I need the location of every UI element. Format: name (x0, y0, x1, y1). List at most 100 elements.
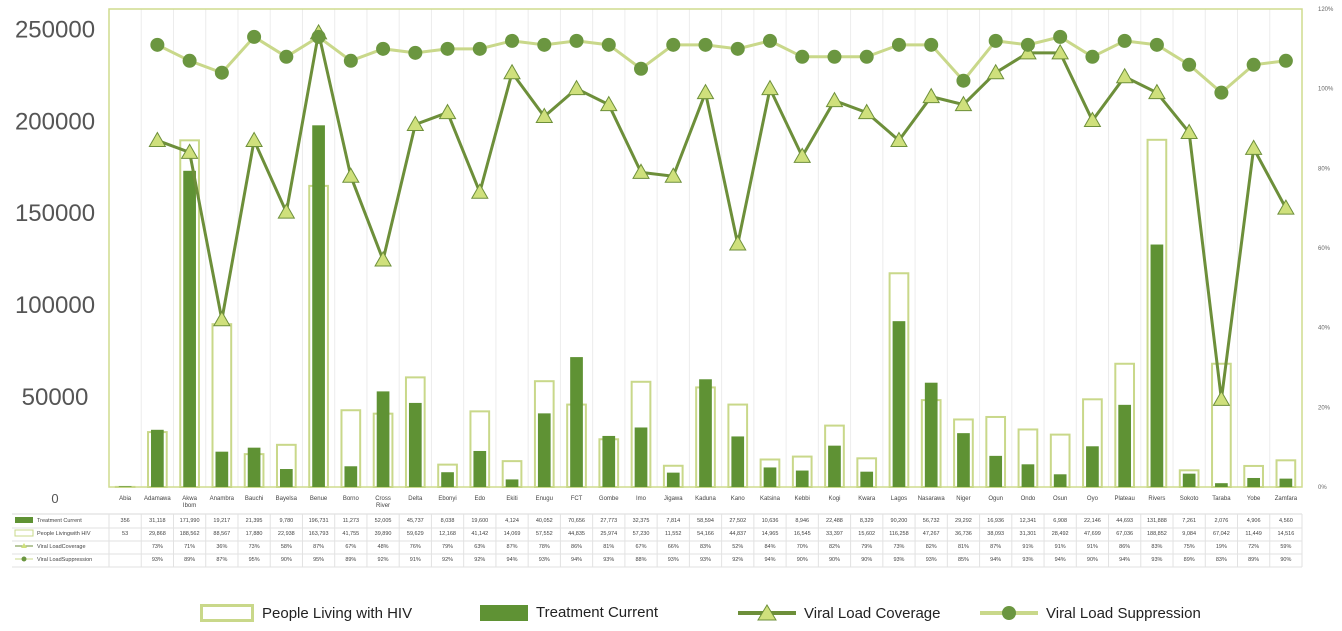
y-tick-label: 50000 (22, 384, 89, 411)
bar-tx (892, 321, 906, 487)
table-cell: 95% (313, 557, 324, 563)
table-cell: 41,755 (342, 531, 359, 537)
legend-item-coverage: Viral Load Coverage (738, 604, 940, 622)
table-cell: 83% (1216, 557, 1227, 563)
bar-tx (473, 450, 487, 487)
table-cell: 90% (829, 557, 840, 563)
bar-tx (602, 435, 616, 487)
table-cell: 89% (184, 557, 195, 563)
bar-tx (1053, 474, 1067, 487)
legend-item-tx: Treatment Current (480, 604, 658, 621)
table-cell: 93% (539, 557, 550, 563)
table-cell: 58% (281, 544, 292, 550)
table-cell: 84% (764, 544, 775, 550)
table-cell: 38,093 (987, 531, 1004, 537)
bar-tx (1021, 464, 1035, 487)
table-cell: 44,693 (1116, 518, 1133, 524)
category-label: Jigawa (664, 496, 683, 502)
category-label: Benue (310, 496, 328, 502)
table-cell: 12,168 (439, 531, 456, 537)
table-cell: 41,142 (471, 531, 488, 537)
legend-item-plhiv: People Living with HIV (200, 604, 412, 622)
table-cell: 8,038 (441, 518, 455, 524)
table-cell: 73% (152, 544, 163, 550)
table-cell: 356 (121, 518, 130, 524)
y-tick-label: 100000 (15, 292, 95, 319)
table-cell: 2,076 (1215, 518, 1229, 524)
marker-suppression (343, 53, 358, 68)
marker-coverage (825, 91, 844, 108)
table-cell: 87% (313, 544, 324, 550)
category-label: Abia (119, 496, 132, 502)
table-cell: 33,397 (826, 531, 843, 537)
line-coverage (156, 32, 1288, 400)
table-cell: 19,600 (471, 518, 488, 524)
marker-coverage (632, 163, 650, 179)
marker-coverage (1212, 390, 1231, 406)
table-cell: 67% (636, 544, 647, 550)
category-label: Ebonyi (438, 496, 456, 502)
category-label: Kano (731, 496, 746, 502)
marker-suppression (440, 41, 455, 56)
legend: People Living with HIV Treatment Current… (0, 604, 1342, 631)
table-cell: 7,814 (666, 518, 680, 524)
y-tick-label: 150000 (15, 200, 95, 227)
marker-coverage (728, 235, 747, 251)
table-cell: 93% (926, 557, 937, 563)
table-cell: 58,594 (697, 518, 714, 524)
marker-coverage (406, 115, 425, 132)
table-cell: 11,449 (1245, 531, 1261, 537)
marker-suppression (762, 33, 777, 48)
marker-coverage (374, 250, 392, 267)
table-cell: 47,267 (923, 531, 940, 537)
table-cell: 15,602 (858, 531, 875, 537)
bar-tx (795, 470, 809, 487)
table-cell: 93% (700, 557, 711, 563)
bar-tx (441, 472, 454, 487)
category-label: Cross (375, 496, 391, 502)
marker-coverage (277, 203, 296, 219)
table-cell: 88% (636, 557, 647, 563)
bar-tx (1086, 446, 1099, 487)
bar-tx (1150, 244, 1164, 487)
marker-coverage (696, 83, 715, 100)
table-cell: 29,292 (955, 518, 972, 524)
marker-suppression (891, 37, 906, 52)
marker-suppression (279, 49, 294, 64)
marker-coverage (922, 87, 941, 104)
marker-coverage (761, 79, 779, 96)
table-cell: 83% (700, 544, 711, 550)
marker-coverage (793, 147, 812, 163)
marker-suppression (666, 37, 681, 52)
marker-suppression (408, 45, 423, 60)
table-cell: 73% (249, 544, 260, 550)
legend-swatch-suppression (980, 606, 1038, 620)
y-tick-label: 250000 (15, 16, 95, 43)
bar-tx (860, 471, 874, 487)
table-cell: 67,042 (1213, 531, 1230, 537)
table-cell: 163,793 (309, 531, 329, 537)
category-label: Ibom (183, 503, 196, 509)
marker-suppression (214, 65, 229, 80)
y2-tick-label: 40% (1318, 326, 1331, 332)
category-label: Kogi (828, 496, 840, 502)
table-cell: 85% (958, 557, 969, 563)
bar-tx (1279, 478, 1293, 487)
marker-suppression (376, 41, 391, 56)
marker-coverage (438, 103, 457, 120)
table-cell: 90% (281, 557, 292, 563)
bar-tx (570, 357, 583, 487)
marker-coverage (986, 63, 1005, 80)
marker-suppression (1214, 85, 1229, 100)
table-cell: 93% (603, 557, 614, 563)
table-cell: 19,217 (213, 518, 230, 524)
table-cell: 81% (603, 544, 614, 550)
marker-suppression (1053, 29, 1068, 44)
bar-tx (151, 429, 164, 487)
table-cell: 94% (571, 557, 582, 563)
y2-tick-label: 0% (1318, 485, 1327, 491)
legend-swatch-plhiv (200, 604, 254, 622)
table-cell: 94% (507, 557, 518, 563)
table-row-label: Viral LoadCoverage (37, 544, 86, 550)
